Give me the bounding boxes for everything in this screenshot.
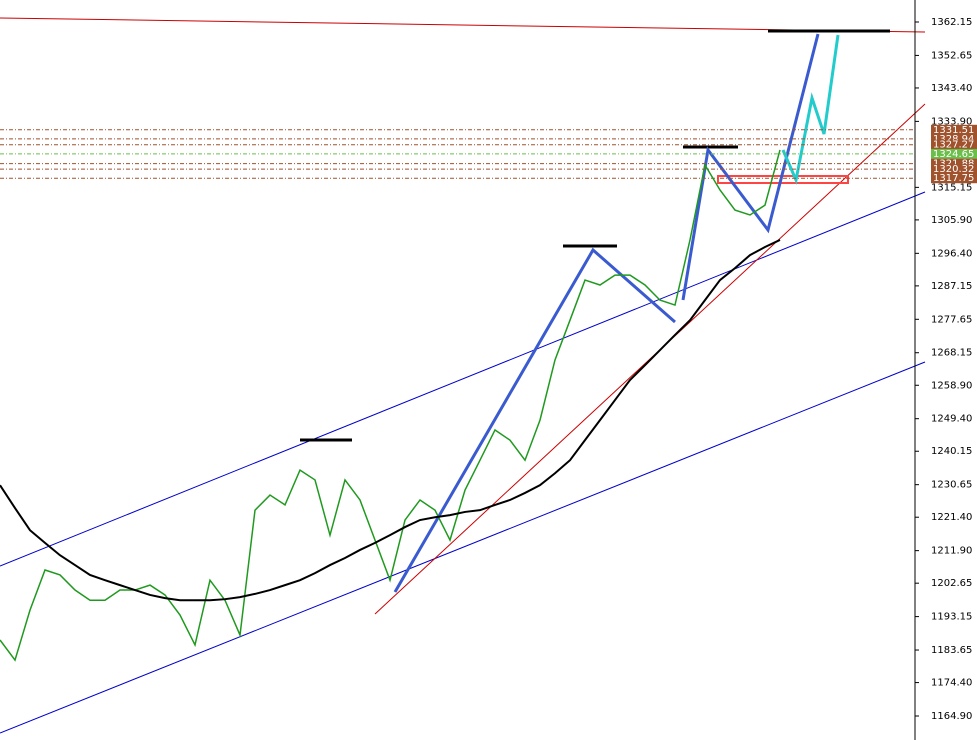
y-tick-label: 1193.15 <box>931 612 972 623</box>
y-tick-label: 1249.40 <box>931 414 972 425</box>
y-tick-label: 1221.40 <box>931 512 972 523</box>
y-tick-label: 1315.15 <box>931 182 972 193</box>
y-tick-label: 1164.90 <box>931 711 972 722</box>
y-tick-label: 1296.40 <box>931 248 972 259</box>
y-tick-label: 1305.90 <box>931 215 972 226</box>
y-tick-label: 1211.90 <box>931 546 972 557</box>
channel-bottom <box>0 361 926 734</box>
y-tick-label: 1230.65 <box>931 480 972 491</box>
level-box <box>931 133 977 144</box>
y-tick-label: 1174.40 <box>931 678 972 689</box>
y-tick-label: 1183.65 <box>931 645 972 656</box>
level-label: 1331.51 <box>933 125 974 136</box>
level-box <box>931 124 977 135</box>
y-tick-label: 1362.15 <box>931 17 972 28</box>
y-tick-label: 1352.65 <box>931 50 972 61</box>
channel-top <box>0 191 926 567</box>
level-label: 1327.27 <box>933 140 974 151</box>
y-tick-label: 1268.15 <box>931 348 972 359</box>
level-label: 1317.75 <box>933 173 974 184</box>
plot-area <box>0 0 915 740</box>
y-tick-label: 1202.65 <box>931 578 972 589</box>
drawings <box>0 17 926 734</box>
level-label: 1324.65 <box>933 149 974 160</box>
projection-arrow <box>781 34 840 186</box>
series-line <box>0 149 781 662</box>
level-box <box>931 164 977 175</box>
y-tick-label: 1333.90 <box>931 116 972 127</box>
y-tick-label: 1287.15 <box>931 281 972 292</box>
series-line <box>0 239 781 602</box>
level-box <box>931 148 977 159</box>
y-tick-label: 1277.65 <box>931 314 972 325</box>
level-label: 1328.94 <box>933 134 974 145</box>
y-tick-label: 1240.15 <box>931 446 972 457</box>
levels: 1331.511328.941327.271324.651321.881320.… <box>0 124 977 184</box>
level-label: 1320.32 <box>933 164 974 175</box>
level-box <box>931 173 977 184</box>
y-tick-label: 1258.90 <box>931 380 972 391</box>
wave-arrow <box>393 247 676 593</box>
level-box <box>931 139 977 150</box>
y-tick-label: 1343.40 <box>931 83 972 94</box>
level-box <box>931 158 977 169</box>
wave-arrow <box>681 33 820 301</box>
